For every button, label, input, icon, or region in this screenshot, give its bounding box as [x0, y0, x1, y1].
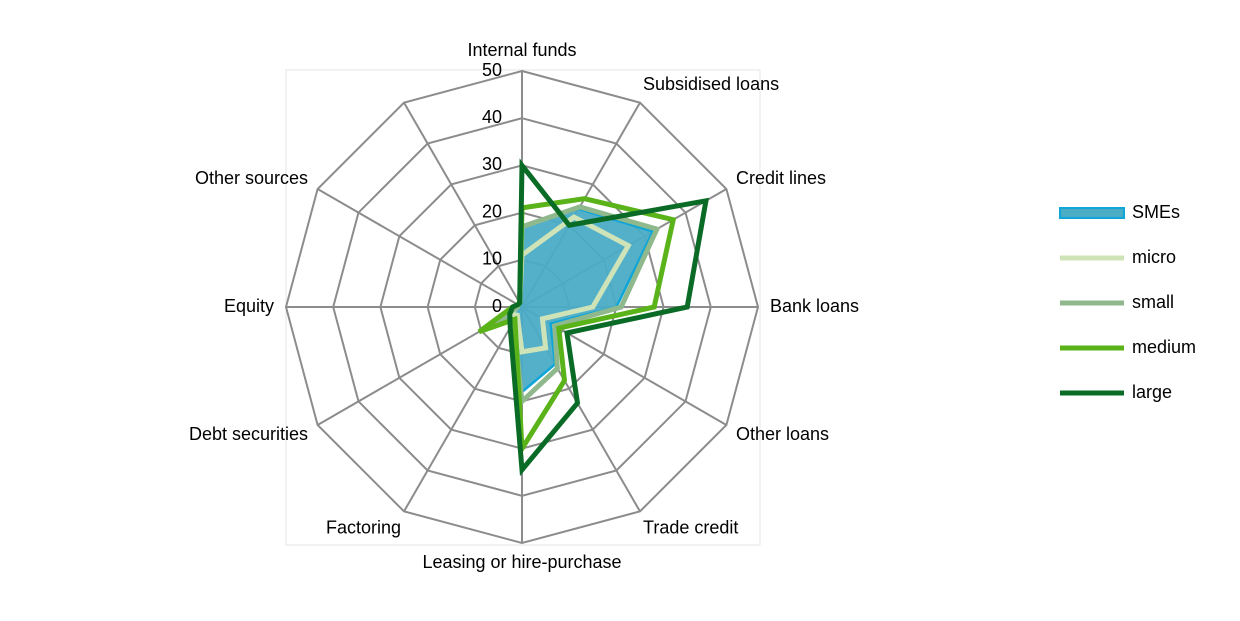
- r-tick-label: 0: [492, 296, 502, 316]
- series-area: [497, 207, 655, 395]
- legend-label: micro: [1132, 247, 1176, 267]
- r-tick-label: 50: [482, 60, 502, 80]
- legend-label: small: [1132, 292, 1174, 312]
- category-label: Trade credit: [643, 517, 738, 537]
- spoke: [403, 306, 523, 512]
- legend-label: medium: [1132, 337, 1196, 357]
- legend-label: SMEs: [1132, 202, 1180, 222]
- category-label: Equity: [224, 296, 274, 316]
- category-label: Bank loans: [770, 296, 859, 316]
- legend-swatch: [1059, 207, 1125, 219]
- category-label: Factoring: [326, 517, 401, 537]
- category-label: Internal funds: [467, 40, 576, 60]
- legend-label: large: [1132, 382, 1172, 402]
- category-label: Subsidised loans: [643, 74, 779, 94]
- spoke: [403, 102, 523, 308]
- r-tick-label: 20: [482, 201, 502, 221]
- r-tick-label: 40: [482, 107, 502, 127]
- r-tick-label: 30: [482, 154, 502, 174]
- category-label: Other loans: [736, 424, 829, 444]
- category-label: Other sources: [195, 168, 308, 188]
- spoke: [317, 188, 523, 308]
- category-label: Credit lines: [736, 168, 826, 188]
- category-label: Debt securities: [189, 424, 308, 444]
- series-line: [507, 158, 710, 477]
- r-tick-label: 10: [482, 249, 502, 269]
- category-label: Leasing or hire-purchase: [422, 552, 621, 572]
